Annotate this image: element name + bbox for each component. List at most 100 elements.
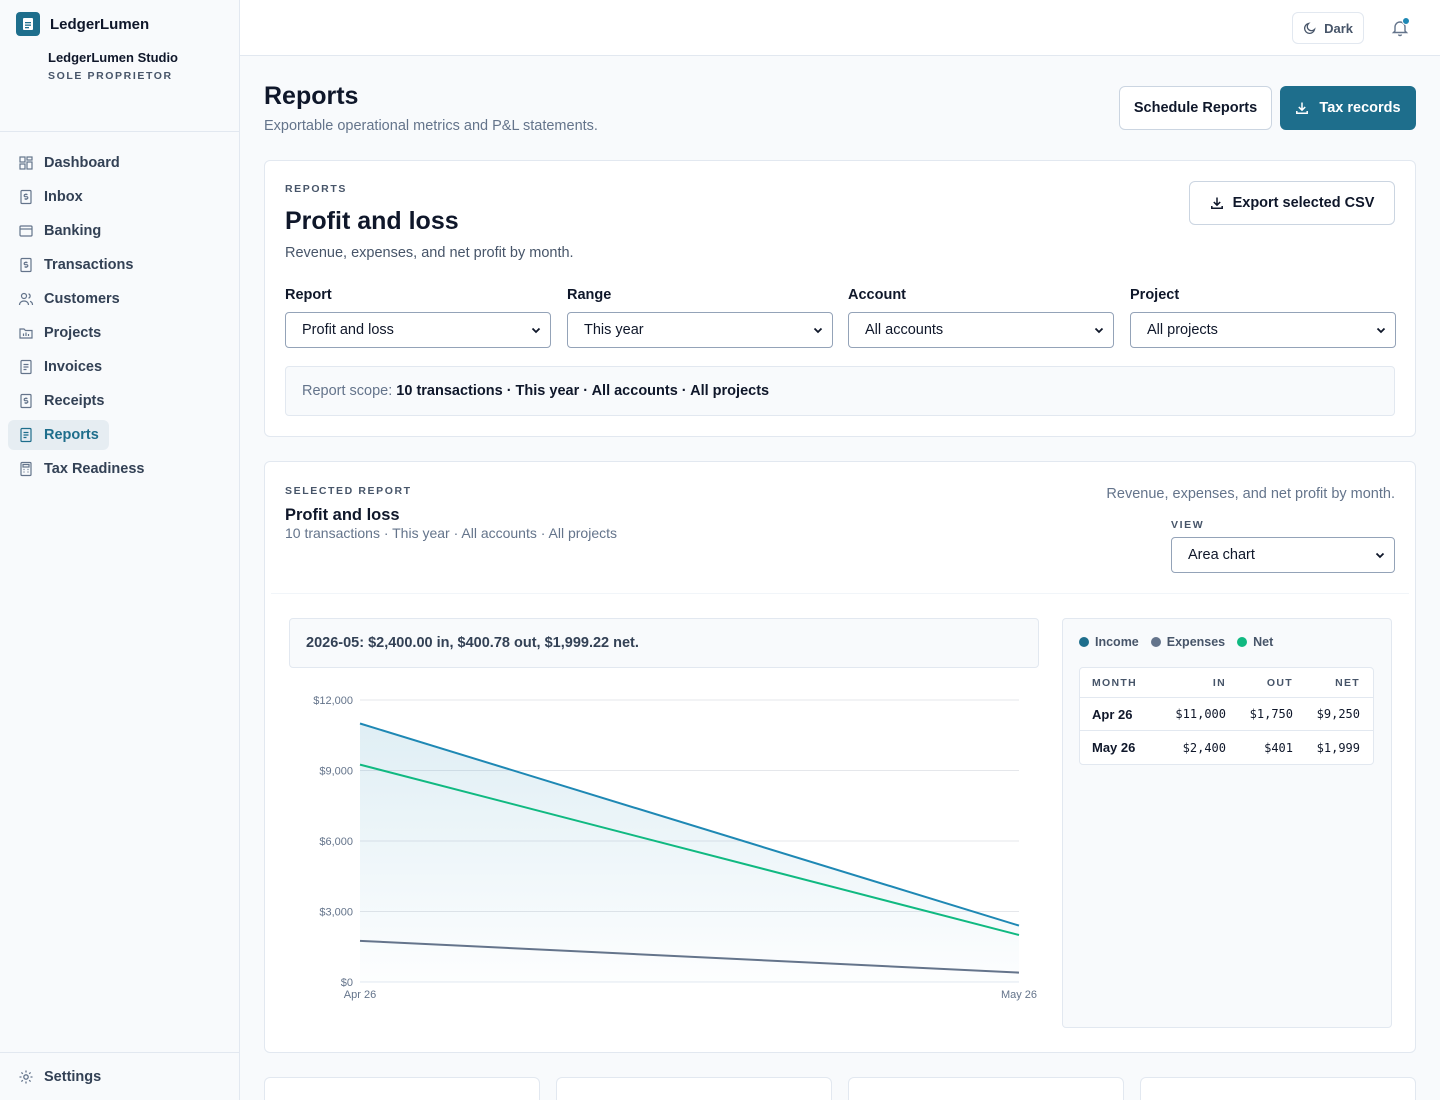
sidebar-item-tax-readiness[interactable]: Tax Readiness <box>8 454 154 484</box>
series-line-expenses <box>359 939 1020 974</box>
sidebar-item-label: Inbox <box>44 189 83 205</box>
filter-project: Project All projects <box>1130 287 1396 348</box>
filter-report: Report Profit and loss <box>285 287 551 348</box>
account-select[interactable]: All accounts <box>848 312 1114 348</box>
sidebar-item-banking[interactable]: Banking <box>8 216 111 246</box>
legend-item-expenses[interactable]: Expenses <box>1150 635 1226 649</box>
sidebar-item-label: Banking <box>44 223 102 239</box>
chevron-down-icon <box>1375 552 1385 559</box>
export-label: Export selected CSV <box>1232 195 1375 211</box>
notification-dot <box>1402 17 1410 25</box>
table-header: MONTH IN OUT NET <box>1080 668 1373 698</box>
sidebar-item-projects[interactable]: Projects <box>8 318 111 348</box>
income-area <box>360 723 1019 982</box>
monthly-table: MONTH IN OUT NET Apr 26 $11,000 $1,750 $… <box>1079 667 1374 765</box>
sidebar-item-label: Dashboard <box>44 155 120 171</box>
schedule-reports-button[interactable]: Schedule Reports <box>1119 86 1272 130</box>
sidebar-item-label: Projects <box>44 325 102 341</box>
table-row[interactable]: Apr 26 $11,000 $1,750 $9,250 <box>1080 698 1373 731</box>
project-select[interactable]: All projects <box>1130 312 1396 348</box>
chart-tooltip: 2026-05: $2,400.00 in, $400.78 out, $1,9… <box>289 618 1039 668</box>
sidebar-item-settings[interactable]: Settings <box>0 1052 240 1100</box>
legend-swatch <box>1079 637 1089 647</box>
sidebar: LedgerLumen LedgerLumen Studio SOLE PROP… <box>0 0 240 1100</box>
y-tick-label: $0 <box>341 977 353 989</box>
report-scope: Report scope: 10 transactions · This yea… <box>285 366 1395 416</box>
tax-records-label: Tax records <box>1319 100 1401 116</box>
filter-label: Range <box>567 287 612 303</box>
org-type: SOLE PROPRIETOR <box>48 70 173 82</box>
export-csv-button[interactable]: Export selected CSV <box>1189 181 1395 225</box>
series-line-net <box>359 763 1020 936</box>
users-icon <box>18 291 34 307</box>
dollar-doc-icon <box>18 257 34 273</box>
document-icon <box>18 427 34 443</box>
sidebar-item-receipts[interactable]: Receipts <box>8 386 114 416</box>
sidebar-item-label: Receipts <box>44 393 105 409</box>
bank-icon <box>18 223 34 239</box>
gear-icon <box>18 1069 34 1085</box>
report-tile[interactable] <box>264 1077 540 1100</box>
settings-label: Settings <box>44 1068 102 1085</box>
sidebar-item-transactions[interactable]: Transactions <box>8 250 143 280</box>
sidebar-item-dashboard[interactable]: Dashboard <box>8 148 130 178</box>
chart-legend: Income Expenses Net <box>1079 635 1273 649</box>
cell-in: $11,000 <box>1175 707 1226 721</box>
sidebar-item-inbox[interactable]: Inbox <box>8 182 107 212</box>
select-value: All projects <box>1147 322 1218 338</box>
sidebar-item-reports[interactable]: Reports <box>8 420 109 450</box>
calculator-icon <box>18 461 34 477</box>
filter-label: Project <box>1130 287 1180 303</box>
y-tick-label: $12,000 <box>313 695 353 707</box>
select-value: All accounts <box>865 322 944 338</box>
table-row[interactable]: May 26 $2,400 $401 $1,999 <box>1080 731 1373 764</box>
legend-label: Expenses <box>1166 635 1226 649</box>
selected-report-title: Profit and loss <box>285 506 400 524</box>
brand-name: LedgerLumen <box>50 15 150 33</box>
report-title: Profit and loss <box>285 207 459 235</box>
report-tile[interactable] <box>556 1077 832 1100</box>
report-select[interactable]: Profit and loss <box>285 312 551 348</box>
filter-label: Account <box>848 287 906 303</box>
selected-report-description: Revenue, expenses, and net profit by mon… <box>1106 486 1395 502</box>
org-switcher[interactable]: LedgerLumen Studio SOLE PROPRIETOR <box>0 36 239 132</box>
divider <box>271 593 1409 594</box>
document-icon <box>18 359 34 375</box>
legend-item-net[interactable]: Net <box>1237 635 1273 649</box>
sidebar-item-label: Transactions <box>44 257 134 273</box>
sidebar-item-customers[interactable]: Customers <box>8 284 130 314</box>
column-header: IN <box>1212 676 1226 689</box>
cell-in: $2,400 <box>1182 740 1226 755</box>
range-select[interactable]: This year <box>567 312 833 348</box>
download-icon <box>1210 197 1223 209</box>
y-tick-label: $3,000 <box>319 907 353 919</box>
x-tick-label: May 26 <box>1001 989 1037 1001</box>
filter-range: Range This year <box>567 287 833 348</box>
y-tick-label: $9,000 <box>319 766 353 778</box>
brand[interactable]: LedgerLumen <box>0 0 239 36</box>
column-header: OUT <box>1266 676 1293 689</box>
topbar: Dark <box>240 0 1440 56</box>
chevron-down-icon <box>1094 327 1104 334</box>
view-label: VIEW <box>1171 519 1205 531</box>
sidebar-item-invoices[interactable]: Invoices <box>8 352 112 382</box>
report-tile[interactable] <box>1140 1077 1416 1100</box>
report-tile[interactable] <box>848 1077 1124 1100</box>
cell-out: $401 <box>1264 740 1293 755</box>
chevron-down-icon <box>813 327 823 334</box>
select-value: Profit and loss <box>302 322 394 338</box>
dollar-doc-icon <box>18 189 34 205</box>
view-select[interactable]: Area chart <box>1171 537 1395 573</box>
y-tick-label: $6,000 <box>319 836 353 848</box>
chart-side-panel: Income Expenses Net MONTH IN OUT NET Apr… <box>1062 618 1392 1028</box>
sidebar-nav: Dashboard Inbox Banking Transactions Custome… <box>0 132 239 484</box>
scope-label: Report scope: <box>302 383 393 399</box>
pnl-area-chart[interactable]: $0 $3,000 $6,000 $9,000 $12,000 Apr 26 May 26 <box>289 684 1049 1044</box>
legend-item-income[interactable]: Income <box>1079 635 1139 649</box>
tax-records-button[interactable]: Tax records <box>1280 86 1416 130</box>
series-line-income <box>359 722 1020 927</box>
legend-label: Income <box>1095 635 1139 649</box>
theme-toggle-button[interactable]: Dark <box>1292 12 1364 44</box>
column-header: NET <box>1335 676 1360 689</box>
scope-value: 10 transactions · This year · All accoun… <box>396 383 770 399</box>
